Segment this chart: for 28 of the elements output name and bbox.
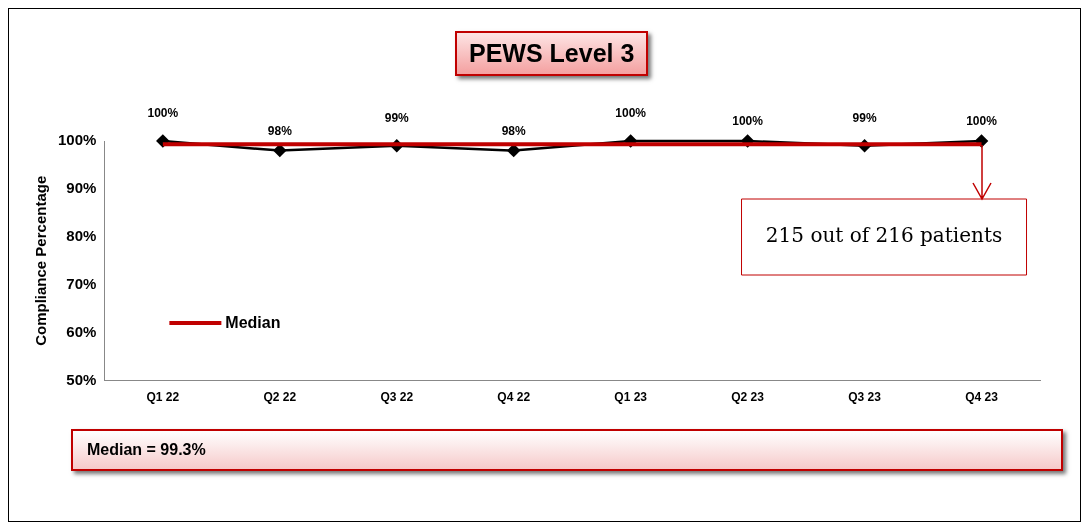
y-tick-label: 50%: [66, 370, 97, 388]
y-tick-label: 100%: [57, 131, 97, 149]
x-tick-label: Q1 22: [146, 390, 180, 405]
data-label: 99%: [384, 110, 410, 125]
legend-label: Median: [225, 313, 281, 331]
annotation: 215 out of 216 patients: [765, 223, 1003, 248]
data-label: 100%: [147, 106, 179, 120]
data-label: 98%: [501, 123, 527, 138]
x-tick-label: Q3 23: [848, 390, 882, 405]
data-label: 98%: [267, 123, 293, 138]
data-label: 100%: [966, 114, 998, 128]
y-tick-label: 80%: [66, 226, 97, 244]
chart-title: PEWS Level 3: [455, 31, 649, 76]
data-label: 100%: [615, 106, 647, 120]
text: Median = 99.3%: [71, 429, 1063, 471]
y-tick-label: 60%: [66, 322, 97, 340]
x-tick-label: Q2 22: [263, 390, 297, 405]
y-tick-label: 70%: [66, 274, 97, 292]
y-tick-label: 90%: [66, 179, 97, 197]
x-tick-label: Q4 22: [497, 390, 531, 405]
data-label: 99%: [852, 110, 877, 125]
x-tick-label: Q3 22: [380, 390, 414, 405]
point: [273, 144, 287, 157]
x-tick-label: Q2 23: [731, 390, 765, 405]
x-tick-label: Q4 23: [965, 390, 999, 405]
x-tick-label: Q1 23: [614, 390, 648, 405]
y-axis-title: Compliance Percentage: [32, 175, 50, 346]
data-label: 100%: [732, 114, 764, 128]
